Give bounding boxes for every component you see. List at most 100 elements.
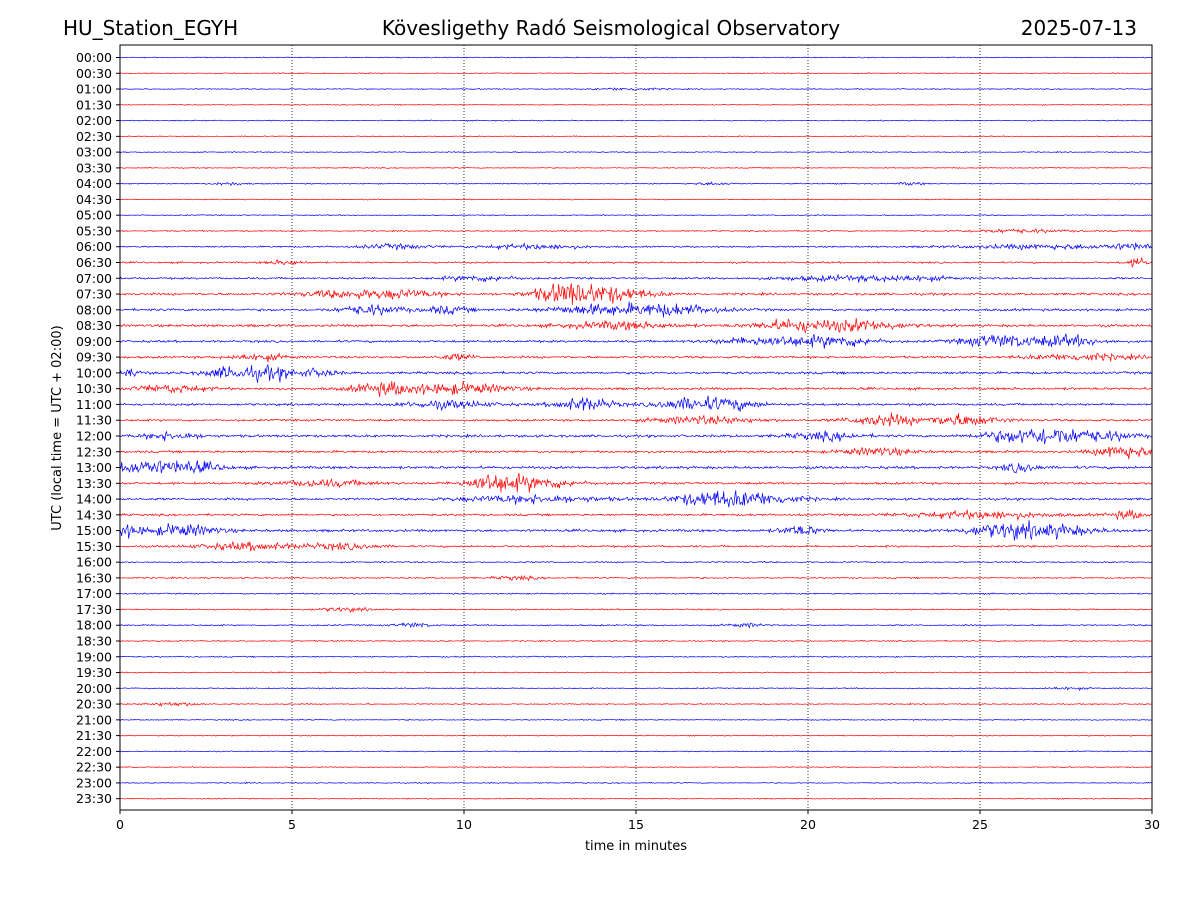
y-tick-label: 01:30 xyxy=(76,97,112,112)
trace-row xyxy=(119,639,1152,643)
y-tick-label: 06:30 xyxy=(76,255,112,270)
trace-row xyxy=(119,560,1153,564)
x-tick-label: 20 xyxy=(800,817,816,832)
chart-title: Kövesligethy Radó Seismological Observat… xyxy=(382,16,840,40)
y-tick-label: 14:30 xyxy=(76,507,112,522)
y-tick-label: 20:30 xyxy=(76,697,112,712)
seismic-traces xyxy=(119,56,1153,800)
y-tick-label: 19:30 xyxy=(76,665,112,680)
trace-row xyxy=(119,520,1153,541)
trace-row xyxy=(119,429,1153,445)
y-tick-label: 07:00 xyxy=(76,271,112,286)
y-tick-label: 11:00 xyxy=(76,397,112,412)
plot-frame xyxy=(119,44,1153,811)
y-tick-label: 18:00 xyxy=(76,618,112,633)
trace-row xyxy=(119,592,1153,596)
y-tick-label: 04:00 xyxy=(76,176,112,191)
x-tick-label: 10 xyxy=(456,817,472,832)
y-tick-label: 08:00 xyxy=(76,302,112,317)
y-tick-label: 14:00 xyxy=(76,492,112,507)
y-tick-label: 01:00 xyxy=(76,82,112,97)
y-tick-label: 07:30 xyxy=(76,287,112,302)
trace-row xyxy=(119,606,1153,614)
y-axis-label: UTC (local time = UTC + 02:00) xyxy=(50,325,65,530)
y-tick-label: 16:30 xyxy=(76,570,112,585)
y-tick-label: 15:30 xyxy=(76,539,112,554)
trace-row xyxy=(119,718,1153,721)
y-tick-label: 09:30 xyxy=(76,350,112,365)
trace-row xyxy=(119,72,1153,75)
y-tick-label: 22:00 xyxy=(76,744,112,759)
trace-row xyxy=(119,166,1153,169)
y-tick-label: 15:00 xyxy=(76,523,112,538)
trace-row xyxy=(119,317,1153,334)
trace-row xyxy=(119,87,1153,91)
trace-row xyxy=(119,395,1153,412)
y-tick-label: 21:30 xyxy=(76,728,112,743)
y-tick-label: 03:00 xyxy=(76,145,112,160)
trace-row xyxy=(119,655,1153,659)
trace-row xyxy=(119,180,1153,187)
x-tick-label: 15 xyxy=(628,817,644,832)
x-axis-ticks: 0 5 10 15 20 25 30 xyxy=(116,810,1160,832)
y-tick-label: 13:00 xyxy=(76,460,112,475)
y-tick-label: 23:30 xyxy=(76,791,112,806)
y-tick-label: 00:00 xyxy=(76,50,112,65)
trace-row xyxy=(119,781,1153,785)
y-tick-label: 18:30 xyxy=(76,633,112,648)
trace-row xyxy=(119,228,1153,235)
trace-row xyxy=(119,363,1153,383)
trace-row xyxy=(120,135,1153,138)
y-tick-label: 08:30 xyxy=(76,318,112,333)
trace-row xyxy=(119,257,1153,269)
trace-row xyxy=(119,574,1153,582)
y-tick-label: 12:30 xyxy=(76,444,112,459)
trace-row xyxy=(119,472,1153,493)
y-tick-label: 02:00 xyxy=(76,113,112,128)
trace-row xyxy=(119,380,1153,398)
trace-row xyxy=(119,352,1153,363)
trace-row xyxy=(119,671,1153,674)
trace-row xyxy=(119,274,1153,283)
y-tick-label: 05:30 xyxy=(76,223,112,238)
y-tick-label: 09:00 xyxy=(76,334,112,349)
y-axis-ticks: 00:0000:3001:0001:3002:0002:3003:0003:30… xyxy=(76,50,120,806)
y-tick-label: 00:30 xyxy=(76,66,112,81)
trace-row xyxy=(119,750,1153,753)
trace-row xyxy=(119,242,1153,251)
x-tick-label: 0 xyxy=(116,817,124,832)
y-tick-label: 22:30 xyxy=(76,760,112,775)
y-tick-label: 21:00 xyxy=(76,712,112,727)
y-tick-label: 19:00 xyxy=(76,649,112,664)
trace-row xyxy=(119,103,1153,106)
trace-row xyxy=(119,198,1153,201)
trace-row xyxy=(119,734,1153,737)
y-tick-label: 04:30 xyxy=(76,192,112,207)
x-tick-label: 25 xyxy=(972,817,988,832)
y-tick-label: 02:30 xyxy=(76,129,112,144)
y-tick-label: 12:00 xyxy=(76,428,112,443)
trace-row xyxy=(119,56,1153,59)
y-tick-label: 11:30 xyxy=(76,413,112,428)
trace-row xyxy=(119,541,1153,552)
trace-row xyxy=(119,701,1153,707)
trace-row xyxy=(119,446,1153,460)
trace-row xyxy=(119,283,1153,305)
trace-row xyxy=(119,460,1153,474)
y-tick-label: 13:30 xyxy=(76,476,112,491)
y-tick-label: 17:00 xyxy=(76,586,112,601)
trace-row xyxy=(119,490,1153,508)
y-tick-label: 10:30 xyxy=(76,381,112,396)
trace-row xyxy=(119,333,1153,349)
x-tick-label: 5 xyxy=(288,817,296,832)
y-tick-label: 03:30 xyxy=(76,160,112,175)
trace-row xyxy=(119,214,1153,217)
trace-row xyxy=(119,622,1153,629)
trace-row xyxy=(119,766,1153,769)
vertical-grid-lines xyxy=(291,45,981,810)
trace-row xyxy=(119,412,1153,427)
y-tick-label: 23:00 xyxy=(76,775,112,790)
y-tick-label: 06:00 xyxy=(76,239,112,254)
trace-row xyxy=(119,686,1153,692)
